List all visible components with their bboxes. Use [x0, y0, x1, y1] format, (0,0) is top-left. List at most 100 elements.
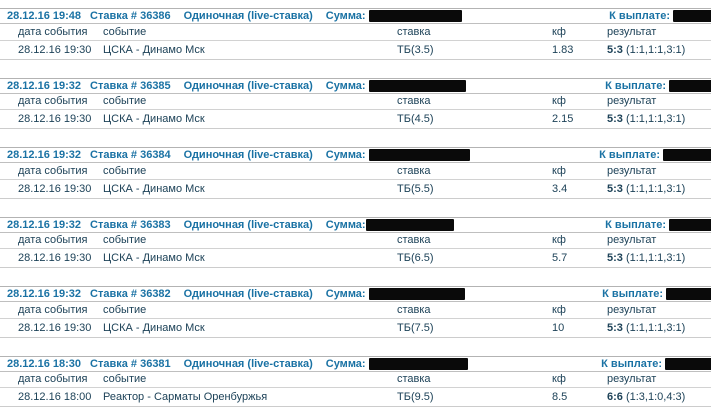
bet-event-row: 28.12.16 19:30 ЦСКА - Динамо Мск ТБ(5.5)… [0, 179, 711, 198]
cell-event-date: 28.12.16 18:00 [18, 391, 92, 403]
col-header-result: результат [607, 25, 657, 38]
table-header-row: дата события событие ставка кф результат [0, 163, 711, 179]
cell-event: ЦСКА - Динамо Мск [103, 252, 205, 264]
col-header-odds: кф [552, 303, 566, 316]
sum-label: Сумма: [325, 79, 366, 92]
cell-result: 5:3 (1:1,1:1,3:1) [607, 179, 711, 198]
bet-event-row: 28.12.16 19:30 ЦСКА - Динамо Мск ТБ(4.5)… [0, 110, 711, 129]
cell-event-date: 28.12.16 19:30 [18, 43, 92, 56]
bet-placed-datetime: 28.12.16 19:32 [7, 218, 82, 231]
col-header-odds: кф [552, 164, 566, 177]
bet-event-row: 28.12.16 18:00 Реактор - Сарматы Оренбур… [0, 388, 711, 407]
result-score: 5:3 [607, 321, 623, 334]
col-header-stake: ставка [397, 373, 431, 386]
table-header-row: дата события событие ставка кф результат [0, 233, 711, 249]
result-score: 6:6 [607, 391, 623, 403]
bet-events-table: дата события событие ставка кф результат… [0, 94, 711, 130]
bet-history-list: 28.12.16 19:48 Ставка # 36386 Одиночная … [0, 8, 711, 408]
cell-event: ЦСКА - Динамо Мск [103, 113, 205, 125]
col-header-event: событие [103, 303, 147, 316]
col-header-odds: кф [552, 95, 566, 108]
cell-event: ЦСКА - Динамо Мск [103, 182, 205, 195]
bet-block: 28.12.16 19:32 Ставка # 36384 Одиночная … [0, 147, 711, 199]
bet-id: Ставка # 36382 [90, 288, 171, 300]
payout-redaction [663, 149, 711, 161]
bet-header: 28.12.16 19:32 Ставка # 36383 Одиночная … [0, 218, 711, 233]
table-header-row: дата события событие ставка кф результат [0, 24, 711, 40]
bet-block: 28.12.16 19:32 Ставка # 36382 Одиночная … [0, 286, 711, 338]
payout-label: К выплате: [609, 10, 670, 22]
bet-header: 28.12.16 19:48 Ставка # 36386 Одиночная … [0, 9, 711, 24]
bet-block: 28.12.16 19:32 Ставка # 36385 Одиночная … [0, 77, 711, 130]
table-header-row: дата события событие ставка кф результат [0, 94, 711, 110]
payout-label: К выплате: [599, 149, 660, 161]
col-header-event-date: дата события [18, 303, 88, 316]
cell-stake: ТБ(5.5) [397, 182, 434, 195]
table-header-row: дата события событие ставка кф результат [0, 372, 711, 388]
payout-redaction [666, 288, 711, 300]
cell-odds: 2.15 [552, 113, 574, 125]
sum-redaction [368, 10, 462, 22]
col-header-result: результат [607, 303, 657, 316]
bet-events-table: дата события событие ставка кф результат… [0, 24, 711, 60]
col-header-result: результат [607, 95, 657, 108]
cell-stake: ТБ(7.5) [397, 321, 434, 334]
bet-header: 28.12.16 19:32 Ставка # 36384 Одиночная … [0, 148, 711, 163]
cell-event-date: 28.12.16 19:30 [18, 252, 92, 264]
col-header-odds: кф [552, 25, 566, 38]
col-header-result: результат [607, 164, 657, 177]
sum-redaction [368, 288, 465, 300]
col-header-event-date: дата события [18, 25, 88, 38]
bet-block: 28.12.16 18:30 Ставка # 36381 Одиночная … [0, 355, 711, 408]
cell-result: 5:3 (1:1,1:1,3:1) [607, 318, 711, 337]
result-periods: (1:1,1:1,3:1) [625, 43, 686, 56]
bet-placed-datetime: 28.12.16 18:30 [7, 357, 82, 370]
cell-odds: 1.83 [552, 43, 574, 56]
payout-label: К выплате: [605, 218, 666, 231]
cell-event: ЦСКА - Динамо Мск [103, 43, 205, 56]
result-periods: (1:1,1:1,3:1) [625, 182, 686, 195]
sum-label: Сумма: [325, 357, 366, 370]
payout-redaction [669, 218, 711, 231]
col-header-event: событие [103, 25, 147, 38]
payout-redaction [665, 357, 711, 370]
payout-label: К выплате: [605, 79, 666, 92]
sum-redaction [368, 357, 468, 370]
sum-redaction [368, 149, 470, 161]
sum-redaction [365, 218, 454, 231]
result-score: 5:3 [607, 43, 623, 56]
payout-label: К выплате: [602, 288, 663, 300]
bet-id: Ставка # 36381 [90, 357, 171, 370]
col-header-stake: ставка [397, 25, 431, 38]
col-header-stake: ставка [397, 234, 431, 247]
bet-header: 28.12.16 19:32 Ставка # 36382 Одиночная … [0, 287, 711, 302]
bet-type: Одиночная (live-ставка) [183, 288, 313, 300]
bet-placed-datetime: 28.12.16 19:48 [7, 10, 82, 22]
bet-placed-datetime: 28.12.16 19:32 [7, 79, 82, 92]
result-periods: (1:1,1:1,3:1) [625, 252, 686, 264]
cell-result: 5:3 (1:1,1:1,3:1) [607, 249, 711, 268]
cell-event: ЦСКА - Динамо Мск [103, 321, 205, 334]
bet-events-table: дата события событие ставка кф результат… [0, 302, 711, 338]
col-header-stake: ставка [397, 303, 431, 316]
cell-result: 5:3 (1:1,1:1,3:1) [607, 110, 711, 129]
payout-redaction [669, 79, 711, 92]
col-header-stake: ставка [397, 164, 431, 177]
col-header-odds: кф [552, 373, 566, 386]
bet-id: Ставка # 36386 [90, 10, 171, 22]
table-header-row: дата события событие ставка кф результат [0, 302, 711, 318]
cell-odds: 10 [552, 321, 565, 334]
col-header-event: событие [103, 234, 147, 247]
cell-odds: 8.5 [552, 391, 568, 403]
bet-event-row: 28.12.16 19:30 ЦСКА - Динамо Мск ТБ(7.5)… [0, 318, 711, 337]
bet-header: 28.12.16 18:30 Ставка # 36381 Одиночная … [0, 357, 711, 372]
sum-redaction [368, 79, 466, 92]
sum-label: Сумма: [325, 218, 366, 231]
payout-label: К выплате: [601, 357, 662, 370]
bet-event-row: 28.12.16 19:30 ЦСКА - Динамо Мск ТБ(6.5)… [0, 249, 711, 268]
col-header-result: результат [607, 234, 657, 247]
cell-result: 6:6 (1:3,1:0,4:3) [607, 388, 711, 407]
cell-stake: ТБ(4.5) [397, 113, 434, 125]
col-header-event-date: дата события [18, 164, 88, 177]
sum-label: Сумма: [325, 288, 366, 300]
